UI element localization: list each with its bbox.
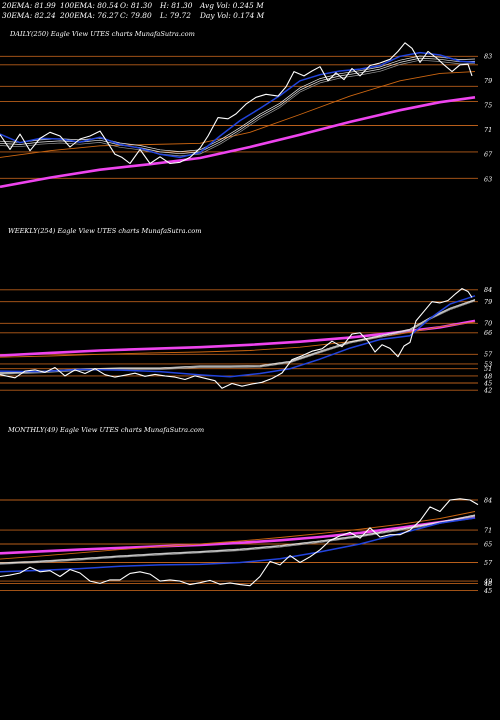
monthly-ema100-line [0,511,476,560]
weekly-y-tick-label-7: 48 [483,372,492,380]
monthly-ema30-line-outer [0,514,476,564]
header-ema30: 30EMA: 82.24 [2,11,56,20]
monthly-y-tick-label-0: 84 [484,496,492,504]
daily-y-tick-label-0: 83 [484,53,492,61]
daily-y-tick-label-4: 67 [484,151,493,159]
monthly-y-tick-label-5: 48 [483,580,492,588]
daily-chart-title: DAILY(250) Eagle View UTES charts Munafa… [9,30,195,38]
monthly-y-tick-label-2: 65 [484,540,492,548]
daily-ema30-line-inner [0,59,476,157]
monthly-y-tick-label-1: 71 [484,527,492,535]
daily-y-tick-label-2: 75 [484,102,492,110]
weekly-chart-title: WEEKLY(254) Eagle View UTES charts Munaf… [8,227,202,235]
weekly-y-tick-label-0: 84 [484,286,492,294]
monthly-ema30-line-inner [0,516,476,565]
header-ema200: 200EMA: 76.27 [59,11,119,20]
monthly-ema200-line [0,516,476,555]
weekly-ema20-line [0,295,476,378]
header-stats: 20EMA: 81.99 100EMA: 80.54 O: 81.30 H: 8… [1,1,265,20]
weekly-y-tick-label-5: 53 [484,360,492,368]
weekly-chart-panel: WEEKLY(254) Eagle View UTES charts Munaf… [0,227,493,395]
weekly-y-tick-label-1: 79 [484,298,492,306]
monthly-price-line [0,498,479,587]
header-high: H: 81.30 [159,1,193,10]
header-ema20: 20EMA: 81.99 [1,1,56,10]
weekly-y-tick-label-3: 66 [484,329,492,337]
monthly-ema30-line [0,515,476,564]
monthly-y-tick-label-4: 49 [483,578,492,586]
daily-ema20-line [0,51,476,159]
header-open: O: 81.30 [120,1,152,10]
monthly-chart-panel: MONTHLY(49) Eagle View UTES charts Munaf… [0,426,493,595]
monthly-ema20-line [0,517,476,573]
monthly-chart-title: MONTHLY(49) Eagle View UTES charts Munaf… [7,426,204,434]
daily-ema100-line [0,71,476,158]
daily-chart-panel: DAILY(250) Eagle View UTES charts Munafa… [0,30,493,189]
weekly-y-tick-label-4: 57 [484,351,493,359]
header-ema100: 100EMA: 80.54 [60,1,119,10]
daily-y-tick-label-5: 63 [484,175,492,183]
header-low: L: 79.72 [159,11,191,20]
daily-price-line [0,42,473,165]
weekly-y-tick-label-9: 42 [483,387,492,395]
monthly-y-tick-label-3: 57 [484,559,493,567]
daily-y-tick-label-3: 71 [484,126,492,134]
monthly-y-tick-label-6: 45 [483,587,492,595]
header-day-vol: Day Vol: 0.174 M [199,11,265,20]
weekly-y-tick-label-8: 45 [483,379,492,387]
daily-ema30-line-outer [0,55,476,152]
weekly-price-line [0,288,473,389]
header-avg-vol: Avg Vol: 0.245 M [199,1,264,10]
header-close: C: 79.80 [120,11,152,20]
weekly-ema30-line-outer [0,299,476,373]
daily-y-tick-label-1: 79 [484,77,492,85]
weekly-y-tick-label-6: 51 [484,365,492,373]
weekly-y-tick-label-2: 70 [484,320,492,328]
daily-ema200-line [0,96,476,189]
